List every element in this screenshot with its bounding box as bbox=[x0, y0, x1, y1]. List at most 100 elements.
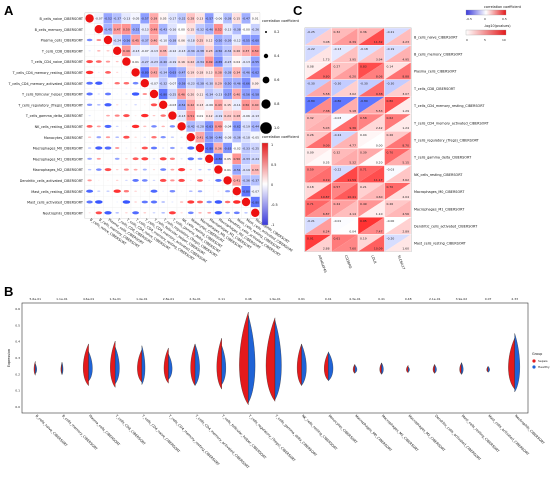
panel-c-corr-triangle bbox=[358, 165, 385, 183]
panel-a-ellipse bbox=[88, 212, 91, 214]
panel-c-corr-value: -0.13 bbox=[334, 47, 342, 51]
panel-a-ellipse bbox=[187, 211, 194, 215]
panel-a-diag-dot bbox=[122, 57, 131, 66]
panel-a-cell-value: -0.46 bbox=[242, 71, 250, 75]
panel-c-p-triangle bbox=[305, 114, 332, 132]
panel-a-row-label: T_cells_gamma_delta_CIBERSORT bbox=[25, 114, 84, 118]
panel-c-p-value: 0.00 bbox=[376, 143, 383, 147]
panel-a-ellipse bbox=[152, 179, 156, 182]
panel-a-cell-value: -0.63 bbox=[205, 125, 213, 129]
panel-a-ellipse bbox=[208, 190, 210, 192]
panel-c-p-triangle bbox=[384, 62, 411, 80]
panel-a-cell-value: -0.52 bbox=[178, 103, 186, 107]
panel-b-category-label: T_cells_regulatory_(Tregs)_CIBERSORT bbox=[247, 413, 297, 463]
panel-b-violin-healthy bbox=[88, 351, 93, 382]
panel-b-pvalue: 0.41 bbox=[378, 297, 385, 301]
panel-b-violin-healthy bbox=[115, 346, 120, 385]
panel-a-cell-value: -0.18 bbox=[187, 38, 195, 42]
panel-a-cell-value: -0.02 bbox=[233, 146, 241, 150]
panel-a-ellipse bbox=[180, 212, 183, 214]
panel-b-category-label: T_cells_gamma_delta_CIBERSORT bbox=[274, 413, 319, 458]
panel-a-ellipse bbox=[225, 190, 231, 193]
panel-c-row-label: T_cells_CD4_memory_resting_CIBERSORT bbox=[413, 104, 485, 108]
panel-c-p-value: 10.09 bbox=[374, 247, 383, 251]
panel-a-cell-value: -0.42 bbox=[187, 125, 195, 129]
panel-b-violin-sepsis bbox=[406, 364, 409, 374]
panel-a-cell-value: -0.30 bbox=[205, 81, 213, 85]
panel-a-ellipse bbox=[125, 71, 128, 73]
panel-c-corr-value: -0.18 bbox=[360, 47, 368, 51]
panel-a-ellipse bbox=[97, 71, 100, 73]
panel-a-cell-value: -0.19 bbox=[242, 168, 250, 172]
panel-a-ellipse bbox=[162, 190, 165, 192]
panel-a-cell-value: -0.07 bbox=[141, 49, 149, 53]
panel-a-cell-value: -0.13 bbox=[123, 17, 131, 21]
panel-a-cell-value: 0.01 bbox=[252, 17, 259, 21]
panel-c-corr-value: 0.59 bbox=[307, 168, 314, 172]
panel-a-ellipse bbox=[96, 168, 102, 171]
panel-c-row-label: NK_cells_resting_CIBERSORT bbox=[414, 173, 463, 177]
panel-a-ellipse bbox=[95, 211, 103, 215]
panel-c-p-triangle bbox=[384, 96, 411, 114]
panel-a-cell-value: 0.15 bbox=[224, 103, 231, 107]
panel-b-violin-sepsis bbox=[83, 343, 89, 387]
panel-a-ellipse bbox=[125, 93, 128, 95]
panel-a-cell-value: -0.34 bbox=[187, 49, 195, 53]
panel-c-p-triangle bbox=[305, 131, 332, 149]
panel-c-corr-triangle bbox=[305, 131, 332, 149]
panel-a-cell-value: 0.22 bbox=[187, 60, 194, 64]
panel-a-cell-value: 0.51 bbox=[187, 114, 194, 118]
panel-a-cell-value: -0.18 bbox=[242, 135, 250, 139]
panel-b-pvalue: 1.9e-01 bbox=[269, 297, 281, 301]
panel-c-p-value: 7.38 bbox=[323, 109, 330, 113]
panel-a-cell-value: -0.58 bbox=[251, 92, 259, 96]
panel-b-violin-sepsis bbox=[265, 317, 276, 402]
panel-c-corr-value: -0.80 bbox=[360, 99, 368, 103]
panel-a-diag-dot bbox=[168, 111, 177, 120]
panel-a-cell-value: 0.49 bbox=[151, 27, 158, 31]
panel-a-cell-value: -0.55 bbox=[242, 38, 250, 42]
panel-c-corr-value: 0.39 bbox=[360, 150, 367, 154]
panel-a-diag-dot bbox=[241, 197, 251, 207]
panel-a-cell-value: 0.20 bbox=[187, 92, 194, 96]
panel-a-ellipse bbox=[188, 190, 193, 193]
panel-a-ellipse bbox=[170, 146, 175, 150]
panel-a-row-label: Mast_cells_resting_CIBERSORT bbox=[31, 190, 84, 194]
panel-a-cell-value: -0.57 bbox=[141, 17, 149, 21]
panel-a-cell-value: -0.50 bbox=[215, 38, 223, 42]
panel-a-ellipse bbox=[125, 179, 128, 182]
panel-c-p-triangle bbox=[384, 148, 411, 166]
panel-c-corr-tick: -0.5 bbox=[466, 17, 472, 21]
panel-a-diag-dot bbox=[195, 143, 205, 153]
panel-c-corr-value: 0.44 bbox=[334, 202, 341, 206]
panel-c-p-triangle bbox=[331, 165, 358, 183]
panel-a-ellipse bbox=[134, 104, 137, 106]
panel-c-corr-triangle bbox=[331, 165, 358, 183]
panel-c-letter: C bbox=[293, 3, 303, 18]
panel-c-corr-triangle bbox=[384, 28, 411, 46]
panel-a-ellipse bbox=[115, 147, 120, 149]
panel-c-corr-value: -0.22 bbox=[334, 168, 342, 172]
panel-a-size-legend-tick: 0.4 bbox=[274, 54, 279, 58]
panel-a-cell-value: -0.56 bbox=[242, 92, 250, 96]
panel-b-violin-sepsis bbox=[239, 311, 249, 406]
panel-b-ytick: 0.3 bbox=[15, 356, 20, 360]
panel-a-row-label: T_cells_CD4_memory_activated_CIBERSORT bbox=[7, 82, 83, 86]
panel-a-cell-value: -0.34 bbox=[159, 71, 167, 75]
panel-c-p-triangle bbox=[384, 79, 411, 97]
panel-a-ellipse bbox=[143, 125, 147, 128]
panel-a-ellipse bbox=[134, 190, 137, 192]
panel-a-ellipse bbox=[116, 71, 119, 73]
panel-a-ellipse bbox=[208, 179, 211, 181]
panel-c-corr-value: 0.91 bbox=[307, 236, 314, 240]
panel-a-ellipse bbox=[97, 50, 101, 52]
panel-c-corr-value: 0.36 bbox=[360, 30, 367, 34]
panel-a-cell-value: -0.63 bbox=[169, 71, 177, 75]
panel-a-ellipse bbox=[114, 157, 120, 160]
panel-c-corr-value: 0.71 bbox=[360, 168, 367, 172]
panel-a-ellipse bbox=[169, 157, 175, 160]
panel-c-p-triangle bbox=[305, 62, 332, 80]
panel-c-p-value: 9.19 bbox=[323, 178, 330, 182]
panel-a-ellipse bbox=[86, 189, 94, 193]
panel-a-cell-value: -0.24 bbox=[251, 157, 259, 161]
